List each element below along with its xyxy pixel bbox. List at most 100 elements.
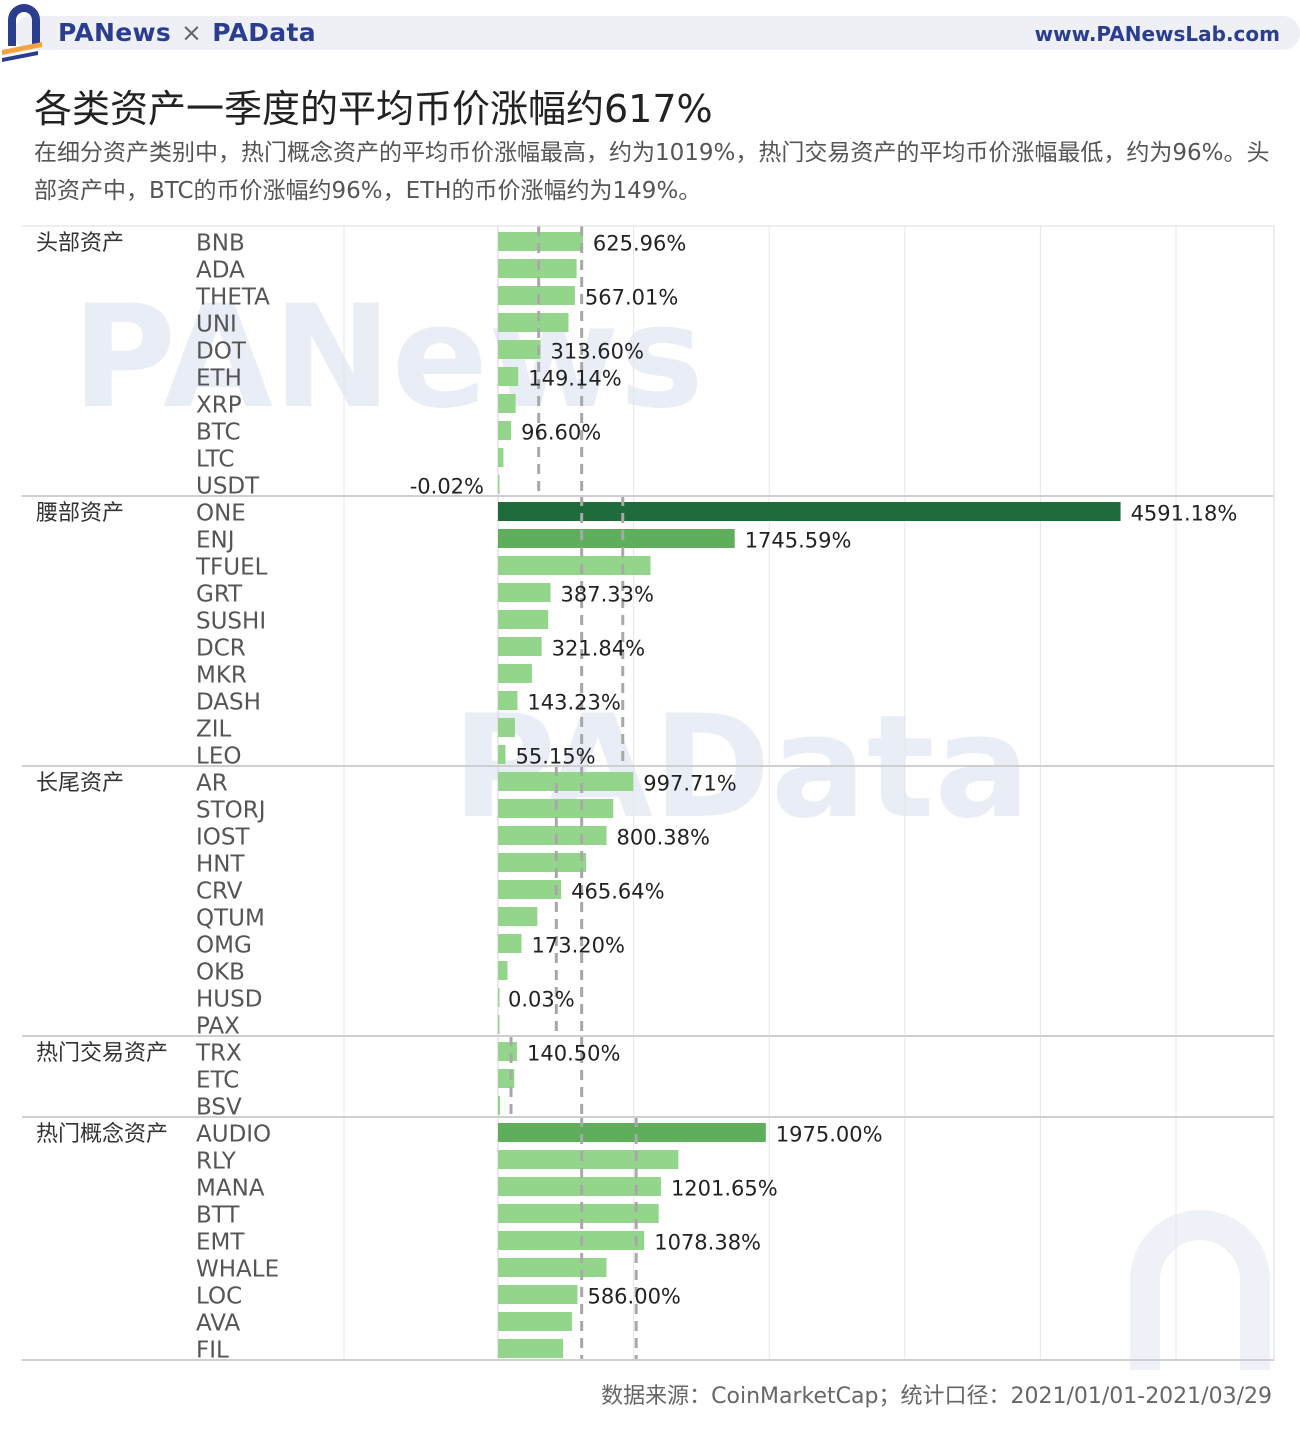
data-label: 625.96% xyxy=(593,232,686,256)
item-label: CRV xyxy=(196,879,243,905)
item-label: QTUM xyxy=(196,906,265,932)
bar xyxy=(498,367,519,386)
bar xyxy=(498,529,735,548)
brand-separator: × xyxy=(181,18,203,47)
data-label: 149.14% xyxy=(528,367,621,391)
item-label: DCR xyxy=(196,636,246,662)
bar xyxy=(498,1339,564,1358)
data-label: 387.33% xyxy=(561,583,654,607)
bar xyxy=(498,1258,607,1277)
item-label: HUSD xyxy=(196,987,262,1013)
bar xyxy=(498,502,1121,521)
bar xyxy=(498,394,516,413)
data-label: 313.60% xyxy=(551,340,644,364)
brand-lockup: PANews × PAData xyxy=(58,18,316,47)
item-label: ONE xyxy=(196,501,246,527)
data-label: 1975.00% xyxy=(776,1123,883,1147)
bar xyxy=(498,340,541,359)
data-label: 586.00% xyxy=(587,1285,680,1309)
item-label: BTT xyxy=(196,1203,240,1229)
data-label: 143.23% xyxy=(527,691,620,715)
item-label: RLY xyxy=(196,1149,237,1175)
bar xyxy=(498,232,583,251)
bar xyxy=(498,286,575,305)
bar xyxy=(498,1177,661,1196)
brand-panews: PANews xyxy=(58,18,172,47)
item-label: DASH xyxy=(196,690,261,716)
brand-padata: PAData xyxy=(212,18,316,47)
data-label: 0.03% xyxy=(508,988,575,1012)
bar xyxy=(498,880,562,899)
group-label: 头部资产 xyxy=(36,231,124,256)
item-label: IOST xyxy=(196,825,250,851)
item-label: ETH xyxy=(196,366,242,392)
bar xyxy=(497,475,500,494)
item-label: STORJ xyxy=(196,798,266,824)
bar xyxy=(498,772,634,791)
item-label: WHALE xyxy=(196,1257,279,1283)
data-source: 数据来源：CoinMarketCap；统计口径：2021/01/01-2021/… xyxy=(601,1384,1272,1409)
item-label: ADA xyxy=(196,258,245,284)
item-label: OMG xyxy=(196,933,252,959)
item-label: UNI xyxy=(196,312,237,338)
bar xyxy=(498,718,515,737)
data-label: 55.15% xyxy=(515,745,595,769)
data-label: 4591.18% xyxy=(1131,502,1238,526)
item-label: BTC xyxy=(196,420,241,446)
item-label: ENJ xyxy=(196,528,235,554)
bar xyxy=(498,961,508,980)
panews-logo-icon xyxy=(2,4,42,62)
bar xyxy=(498,1042,518,1061)
bar xyxy=(498,907,538,926)
bar xyxy=(498,1285,578,1304)
bar xyxy=(498,664,532,683)
data-label: 173.20% xyxy=(531,934,624,958)
bar xyxy=(498,313,569,332)
item-label: LTC xyxy=(196,447,234,473)
bar xyxy=(498,1204,659,1223)
chart-title: 各类资产一季度的平均币价涨幅约617% xyxy=(34,87,713,131)
item-label: TFUEL xyxy=(195,555,268,581)
bar xyxy=(498,583,551,602)
arch-watermark-icon xyxy=(1130,1210,1270,1370)
group-label: 长尾资产 xyxy=(36,771,124,796)
bar xyxy=(498,421,512,440)
watermark-padata: PAData xyxy=(452,685,1030,850)
watermark-panews: PANews xyxy=(72,275,704,440)
bar xyxy=(498,1096,501,1115)
data-label: 140.50% xyxy=(527,1042,620,1066)
item-label: AUDIO xyxy=(196,1122,271,1148)
item-label: TRX xyxy=(195,1041,242,1067)
item-label: THETA xyxy=(195,285,270,311)
chart-subtitle: 在细分资产类别中，热门概念资产的平均币价涨幅最高，约为1019%，热门交易资产的… xyxy=(34,140,1270,204)
bar xyxy=(498,1015,500,1034)
bar xyxy=(498,610,549,629)
data-label: 800.38% xyxy=(617,826,710,850)
item-label: BNB xyxy=(196,231,245,257)
group-label: 热门交易资产 xyxy=(36,1041,168,1066)
bar xyxy=(498,934,522,953)
item-label: OKB xyxy=(196,960,245,986)
data-label: 1745.59% xyxy=(745,529,852,553)
data-label: 96.60% xyxy=(521,421,601,445)
item-label: DOT xyxy=(196,339,247,365)
item-label: ZIL xyxy=(196,717,232,743)
bar xyxy=(498,1150,679,1169)
item-label: AVA xyxy=(196,1311,241,1337)
data-label: 567.01% xyxy=(585,286,678,310)
bar xyxy=(498,448,504,467)
data-label: 1201.65% xyxy=(671,1177,778,1201)
group-label: 腰部资产 xyxy=(36,501,124,526)
data-label: 1078.38% xyxy=(654,1231,761,1255)
group-label: 热门概念资产 xyxy=(36,1122,168,1147)
item-label: AR xyxy=(196,771,228,797)
item-label: XRP xyxy=(196,393,242,419)
item-label: LOC xyxy=(196,1284,242,1310)
bar xyxy=(498,853,587,872)
data-label: 465.64% xyxy=(571,880,664,904)
bar xyxy=(498,1231,645,1250)
bar xyxy=(498,1312,572,1331)
website-url[interactable]: www.PANewsLab.com xyxy=(1034,22,1280,46)
item-label: SUSHI xyxy=(196,609,266,635)
